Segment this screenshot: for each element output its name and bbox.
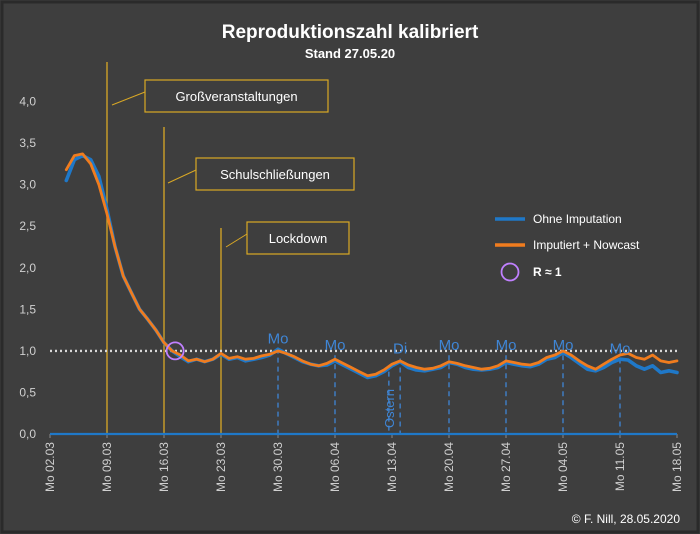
r-equals-one-circle xyxy=(165,341,185,361)
x-tick-label: Mo 30.03 xyxy=(271,442,285,492)
event-lines xyxy=(106,62,222,434)
annotation-connector xyxy=(167,169,197,184)
day-label: Mo xyxy=(553,337,574,354)
holiday-label: Ostern xyxy=(382,389,397,428)
x-tick-label: Mo 18.05 xyxy=(670,442,684,492)
chart-subtitle: Stand 27.05.20 xyxy=(305,46,395,61)
x-tick-label: Mo 11.05 xyxy=(613,442,627,491)
x-tick-label: Mo 09.03 xyxy=(100,442,114,492)
y-tick-label: 0,5 xyxy=(19,385,36,399)
day-marker-lines xyxy=(277,348,621,434)
x-tick-label: Mo 02.03 xyxy=(43,442,57,492)
annotation-box xyxy=(144,79,329,113)
day-label: Mo xyxy=(439,337,460,354)
day-labels: Mo Mo Di Mo Mo Mo Mo Ostern xyxy=(268,331,631,428)
annotation-box xyxy=(195,157,355,191)
day-label: Mo xyxy=(610,341,631,358)
y-tick-label: 2,5 xyxy=(19,219,36,233)
day-label: Di xyxy=(393,341,407,358)
legend-label-r-equals-one: R ≈ 1 xyxy=(533,265,562,279)
x-tick-label: Mo 13.04 xyxy=(385,442,399,492)
annotation-connector xyxy=(111,91,146,106)
legend-marker-circle xyxy=(500,262,520,282)
y-tick-label: 0,0 xyxy=(19,427,36,441)
credit-text: © F. Nill, 28.05.2020 xyxy=(572,512,681,526)
legend-label-ohne-imputation: Ohne Imputation xyxy=(533,212,622,226)
day-label: Mo xyxy=(268,331,289,348)
chart-title: Reproduktionszahl kalibriert xyxy=(222,22,479,43)
legend: Ohne Imputation Imputiert + Nowcast R ≈ … xyxy=(495,212,640,282)
day-label: Mo xyxy=(496,337,517,354)
day-label: Mo xyxy=(325,337,346,354)
y-tick-label: 4,0 xyxy=(19,95,36,109)
reference-line xyxy=(50,349,677,436)
y-tick-label: 3,5 xyxy=(19,136,36,150)
x-tick-label: Mo 06.04 xyxy=(328,442,342,492)
annotation-label: Schulschließungen xyxy=(220,167,330,182)
legend-label-imputiert: Imputiert + Nowcast xyxy=(533,238,640,252)
r-equals-one-marker xyxy=(165,341,185,361)
x-tick-label: Mo 16.03 xyxy=(157,442,171,492)
event-annotations: Großveranstaltungen Schulschließungen Lock… xyxy=(111,79,355,255)
x-tick-label: Mo 20.04 xyxy=(442,442,456,492)
x-tick-label: Mo 23.03 xyxy=(214,442,228,492)
annotation-box xyxy=(246,221,350,255)
x-tick-label: Mo 04.05 xyxy=(556,442,570,492)
annotation-connector xyxy=(225,233,248,248)
x-axis: Mo 02.03 Mo 09.03 Mo 16.03 Mo 23.03 Mo 30.03… xyxy=(43,434,684,492)
y-axis: 0,0 0,5 1,0 1,5 2,0 2,5 3,0 3,5 4,0 xyxy=(19,95,36,441)
annotation-label: Großveranstaltungen xyxy=(175,89,297,104)
annotation-label: Lockdown xyxy=(269,231,328,246)
y-tick-label: 1,0 xyxy=(19,344,36,358)
x-tick-label: Mo 27.04 xyxy=(499,442,513,492)
y-tick-label: 2,0 xyxy=(19,261,36,275)
y-tick-label: 1,5 xyxy=(19,302,36,316)
y-tick-label: 3,0 xyxy=(19,178,36,192)
